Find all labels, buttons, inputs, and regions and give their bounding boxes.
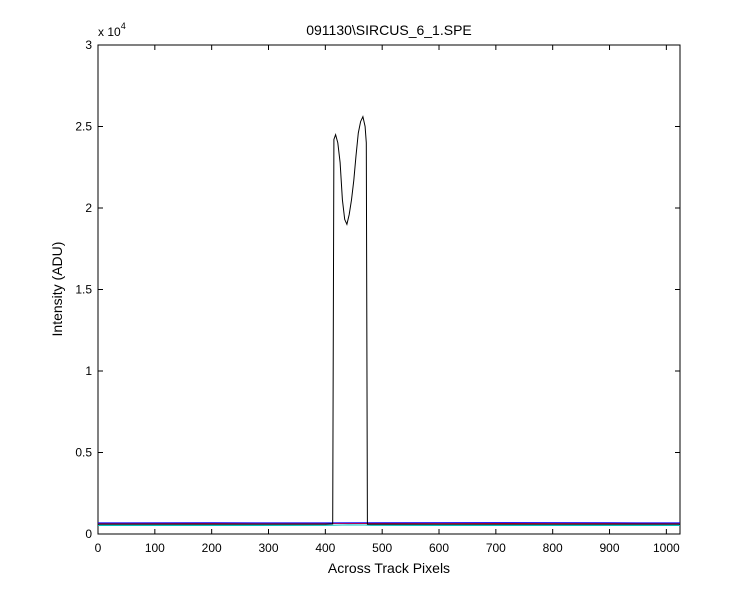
y-axis-multiplier: x 104 — [98, 21, 126, 39]
x-tick-label-1000: 1000 — [653, 541, 680, 555]
y-tick-label-15000: 1.5 — [75, 283, 92, 297]
x-tick-label-400: 400 — [315, 541, 335, 555]
y-axis-ticks: 0 0.5 1 1.5 2 2.5 3 — [75, 38, 680, 541]
y-tick-label-25000: 2.5 — [75, 120, 92, 134]
series-line-2 — [98, 524, 680, 526]
y-tick-label-30000: 3 — [85, 38, 92, 52]
plot-area — [97, 44, 681, 535]
y-tick-label-20000: 2 — [85, 201, 92, 215]
y-multiplier-base: x 10 — [98, 25, 121, 39]
y-tick-label-0: 0 — [85, 527, 92, 541]
series-line-1 — [98, 115, 680, 525]
x-tick-label-200: 200 — [202, 541, 222, 555]
y-tick-label-10000: 1 — [85, 364, 92, 378]
x-tick-label-600: 600 — [429, 541, 449, 555]
y-axis-label: Intensity (ADU) — [49, 242, 65, 337]
y-multiplier-exponent: 4 — [121, 21, 126, 31]
x-tick-label-800: 800 — [543, 541, 563, 555]
x-tick-label-300: 300 — [258, 541, 278, 555]
x-tick-label-900: 900 — [600, 541, 620, 555]
x-axis-label: Across Track Pixels — [328, 560, 450, 576]
x-tick-label-0: 0 — [95, 541, 102, 555]
y-tick-label-5000: 0.5 — [75, 446, 92, 460]
x-tick-label-500: 500 — [372, 541, 392, 555]
x-axis-ticks: 0 100 200 300 400 500 600 700 800 900 1000 — [95, 45, 680, 555]
x-tick-label-100: 100 — [145, 541, 165, 555]
x-tick-label-700: 700 — [486, 541, 506, 555]
series-layer — [97, 115, 681, 526]
chart-title: 091130\SIRCUS_6_1.SPE — [306, 22, 472, 38]
